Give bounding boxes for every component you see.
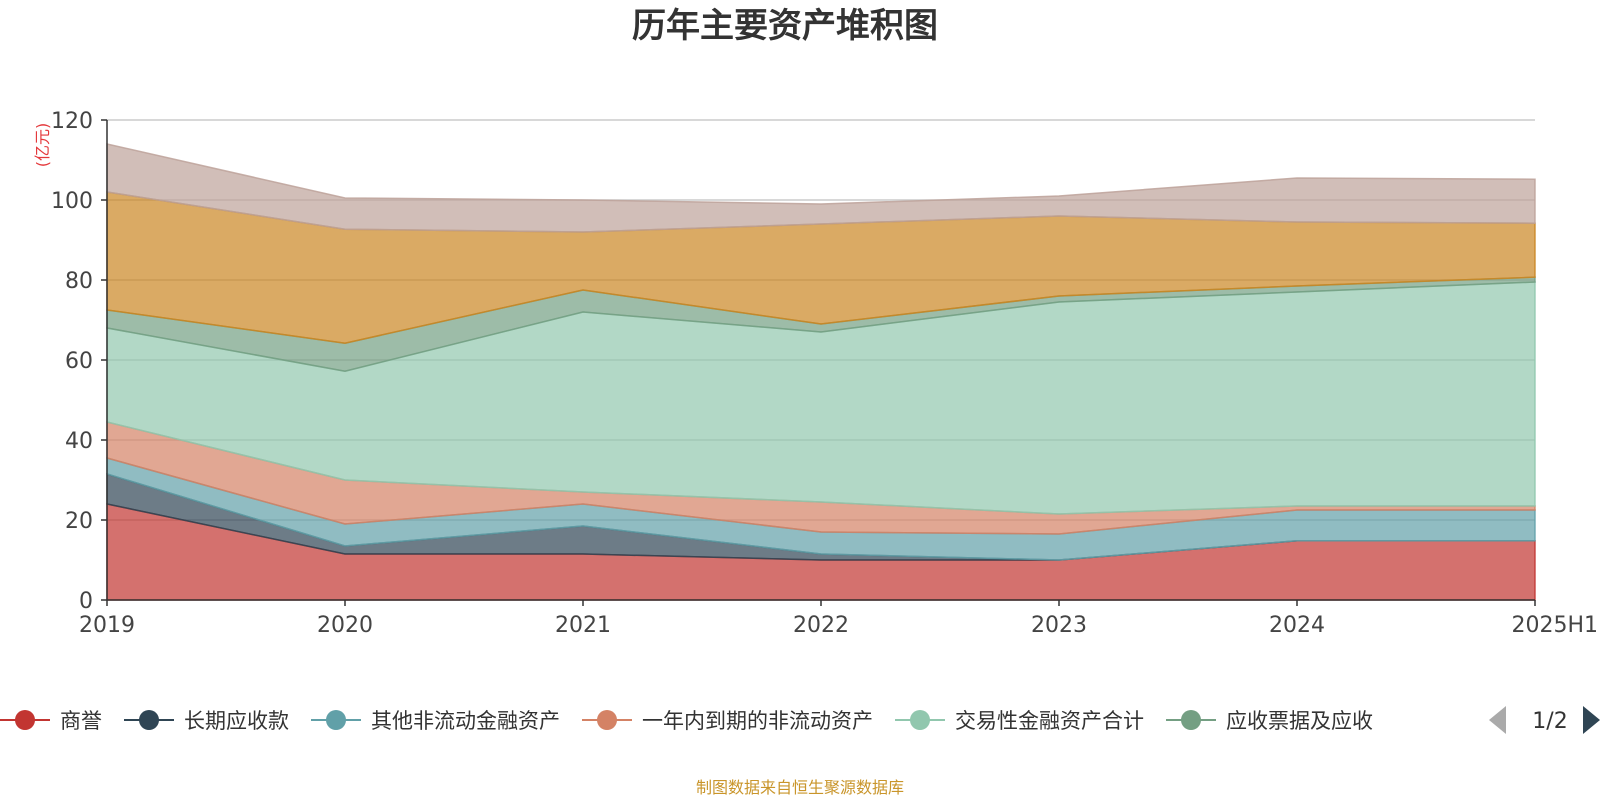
- legend-marker-icon: [1181, 710, 1201, 730]
- legend-item[interactable]: 一年内到期的非流动资产: [582, 709, 873, 733]
- x-tick-label: 2019: [79, 613, 135, 638]
- y-axis-unit: (亿元): [33, 123, 52, 168]
- chart-title: 历年主要资产堆积图: [632, 6, 938, 46]
- legend-marker-icon: [326, 710, 346, 730]
- y-tick-label: 100: [51, 189, 93, 214]
- legend-item[interactable]: 其他非流动金融资产: [311, 709, 560, 733]
- x-tick-label: 2020: [317, 613, 373, 638]
- legend-pager: 1/2: [1489, 706, 1600, 734]
- y-tick-label: 120: [51, 109, 93, 134]
- legend-item[interactable]: 交易性金融资产合计: [895, 709, 1144, 733]
- legend-next-page-icon[interactable]: [1583, 706, 1600, 734]
- legend-label: 应收票据及应收: [1226, 709, 1373, 733]
- x-tick-label: 2022: [793, 613, 849, 638]
- legend-label: 商誉: [60, 709, 102, 733]
- legend-label: 长期应收款: [184, 709, 289, 733]
- legend-marker-icon: [139, 710, 159, 730]
- x-tick-label: 2021: [555, 613, 611, 638]
- axes: 0 20 40 60 80 100 120 2019 2020 2021 2022 2023 2024 2…: [51, 109, 1598, 638]
- legend-item[interactable]: 应收票据及应收: [1166, 709, 1373, 733]
- legend-marker-icon: [597, 710, 617, 730]
- legend-item[interactable]: 长期应收款: [124, 709, 289, 733]
- legend-label: 一年内到期的非流动资产: [642, 709, 873, 733]
- y-tick-label: 0: [79, 589, 93, 614]
- legend-marker-icon: [910, 710, 930, 730]
- legend-label: 其他非流动金融资产: [371, 709, 560, 733]
- area-series: [106, 143, 1536, 601]
- legend-item[interactable]: 商誉: [0, 709, 102, 733]
- data-source-note: 制图数据来自恒生聚源数据库: [696, 778, 904, 797]
- legend-page-indicator: 1/2: [1532, 709, 1567, 734]
- legend-label: 交易性金融资产合计: [955, 709, 1144, 733]
- y-tick-label: 80: [65, 269, 93, 294]
- x-tick-label: 2025H1: [1511, 613, 1598, 638]
- legend: 商誉 长期应收款 其他非流动金融资产 一年内到期的非流动资产 交易性金融资产合计 应收票据…: [0, 709, 1373, 733]
- area-series-8[interactable]: [106, 143, 1536, 233]
- legend-marker-icon: [15, 710, 35, 730]
- y-tick-label: 40: [65, 429, 93, 454]
- x-tick-label: 2024: [1269, 613, 1325, 638]
- y-tick-label: 20: [65, 509, 93, 534]
- y-tick-label: 60: [65, 349, 93, 374]
- legend-prev-page-icon[interactable]: [1489, 706, 1506, 734]
- x-tick-label: 2023: [1031, 613, 1087, 638]
